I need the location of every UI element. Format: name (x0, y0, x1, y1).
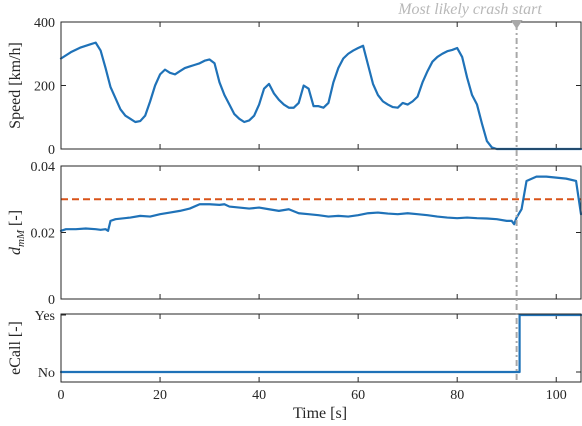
ecall-series-line (59, 313, 582, 374)
dmm-axes-box (60, 165, 582, 300)
x-tick-label: 100 (546, 388, 567, 403)
dmm-panel: 0 0.02 0.04 dmM [-] (7, 160, 582, 308)
x-tick-label: 40 (252, 388, 266, 403)
x-tick-label: 0 (58, 388, 65, 403)
x-tick-label: 60 (351, 388, 365, 403)
speed-axes-box (60, 21, 582, 150)
ecall-panel: No Yes 0 20 40 60 80 100 eCall [-] (7, 309, 582, 403)
speed-y-axis-label: Speed [km/h] (7, 42, 24, 129)
dmm-y-axis-label: dmM [-] (7, 210, 27, 255)
speed-ytick-label: 200 (34, 80, 55, 95)
speed-series-line (59, 41, 582, 151)
ecall-axes-box (60, 313, 582, 383)
crash-annotation: Most likely crash start (397, 1, 542, 382)
dmm-series-line (59, 175, 582, 232)
ecall-ytick-label: Yes (35, 309, 55, 324)
x-axis-label: Time [s] (293, 405, 347, 422)
ecall-y-axis-label: eCall [-] (7, 321, 24, 375)
crash-label: Most likely crash start (397, 1, 542, 18)
dmm-ytick-label: 0.04 (31, 160, 56, 175)
speed-panel: 0 200 400 Speed [km/h] (7, 16, 582, 158)
ecall-ytick-label: No (38, 366, 55, 381)
crash-marker-triangle (510, 20, 523, 29)
x-tick-label: 80 (450, 388, 464, 403)
speed-ytick-label: 0 (48, 143, 55, 158)
dmm-ytick-label: 0.02 (31, 227, 56, 242)
x-tick-label: 20 (153, 388, 167, 403)
speed-ytick-label: 400 (34, 16, 55, 31)
dmm-ytick-label: 0 (48, 293, 55, 308)
